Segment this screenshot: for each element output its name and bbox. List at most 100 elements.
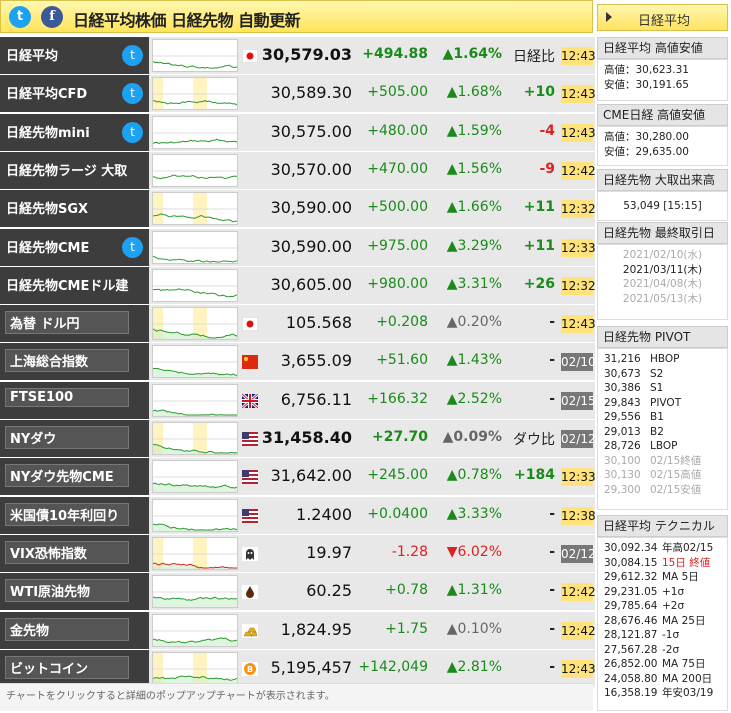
sparkline-chart[interactable] <box>152 230 238 264</box>
quote-name[interactable]: ビットコイン <box>5 655 129 679</box>
quote-diff: ダウ比 <box>513 432 555 448</box>
quote-name[interactable]: WTI原油先物 <box>5 579 129 603</box>
quote-row: 日経平均 t 30,579.03 +494.88 ▲1.64% 日経比 12:43 <box>0 37 596 75</box>
us-flag-icon <box>242 469 258 485</box>
quote-name[interactable]: NYダウ <box>5 426 129 449</box>
technical-line: 30,092.34 年高02/15 <box>604 541 721 556</box>
quote-name[interactable]: 金先物 <box>5 617 129 641</box>
nikkei-high: 高値：30,623.31 <box>604 64 689 76</box>
quote-name[interactable]: 日経先物mini <box>6 125 90 141</box>
quote-time: 12:43 <box>561 47 596 65</box>
sparkline-chart[interactable] <box>152 460 238 495</box>
quote-name-cell[interactable]: 日経先物CME t <box>0 228 149 266</box>
technical-key: MA 25日 <box>662 614 706 627</box>
quote-name[interactable]: 日経平均 <box>6 49 59 64</box>
technical-line: 27,567.28 -2σ <box>604 643 721 658</box>
twitter-icon[interactable]: t <box>122 236 143 258</box>
quote-name[interactable]: NYダウ先物CME <box>5 464 129 488</box>
quote-name[interactable]: 日経先物CMEドル建 <box>6 278 129 294</box>
quote-price: 19.97 <box>306 542 352 562</box>
sparkline-chart[interactable] <box>152 307 238 342</box>
sparkline-chart[interactable] <box>152 383 238 418</box>
sparkline-chart[interactable] <box>152 192 238 227</box>
quote-name-cell[interactable]: 日経先物CMEドル建 <box>0 266 149 304</box>
pivot-line: 28,726 LBOP <box>604 439 721 454</box>
pivot-key: PIVOT <box>650 396 682 409</box>
quote-name[interactable]: 日経先物CME <box>6 240 90 256</box>
quote-name[interactable]: 日経平均CFD <box>6 87 88 103</box>
quote-name[interactable]: 米国債10年利回り <box>5 502 129 526</box>
quote-name-cell[interactable]: ビットコイン <box>0 649 149 687</box>
volume-value: 53,049 [15:15] <box>623 200 702 212</box>
technical-line: 28,676.46 MA 25日 <box>604 614 721 629</box>
sparkline-chart[interactable] <box>152 536 238 571</box>
quote-name-cell[interactable]: FTSE100 <box>0 381 149 419</box>
pivot-value: 30,673 <box>604 367 641 380</box>
technical-key: +1σ <box>662 585 685 598</box>
sparkline-chart[interactable] <box>152 498 238 533</box>
quote-name-cell[interactable]: WTI原油先物 <box>0 573 149 611</box>
quote-row: 日経先物mini t 30,575.00 +480.00 ▲1.59% -4 12:43 <box>0 113 596 152</box>
quote-name-cell[interactable]: 日経平均CFD t <box>0 75 149 113</box>
quote-name-cell[interactable]: 日経先物ラージ 大取 <box>0 151 149 189</box>
technical-line: 29,785.64 +2σ <box>604 599 721 614</box>
quote-name[interactable]: 日経先物SGX <box>6 202 89 218</box>
quote-name-cell[interactable]: 日経先物SGX <box>0 190 149 228</box>
quote-name[interactable]: 日経先物ラージ 大取 <box>6 163 128 179</box>
quote-name-cell[interactable]: 上海総合指数 <box>0 343 149 381</box>
quote-name-cell[interactable]: 金先物 <box>0 611 149 649</box>
last-trade-date: 2021/04/08(木) <box>622 278 703 290</box>
quote-name-cell[interactable]: NYダウ先物CME <box>0 458 149 496</box>
sparkline-chart[interactable] <box>152 575 238 610</box>
sparkline-chart[interactable] <box>152 422 238 456</box>
quote-name-cell[interactable]: VIX恐怖指数 <box>0 534 149 572</box>
pivot-prev-line: 30,130 02/15高値 <box>604 468 721 483</box>
quote-change: +166.32 <box>367 390 428 407</box>
quote-diff: +10 <box>523 84 555 101</box>
quote-diff: - <box>549 505 555 522</box>
sparkline-chart[interactable] <box>152 268 238 302</box>
pivot-prev-key: 02/15安値 <box>650 483 702 496</box>
quote-name[interactable]: 上海総合指数 <box>5 349 129 373</box>
quote-name-cell[interactable]: 為替 ドル円 <box>0 305 149 343</box>
sparkline-chart[interactable] <box>152 345 238 380</box>
facebook-icon[interactable]: f <box>41 6 63 28</box>
sparkline-chart[interactable] <box>152 115 238 149</box>
sparkline-chart[interactable] <box>152 651 238 686</box>
quote-change: +0.78 <box>385 582 428 599</box>
pivot-line: 30,386 S1 <box>604 381 721 396</box>
technical-value: 28,676.46 <box>604 614 658 627</box>
sparkline-chart[interactable] <box>152 39 238 72</box>
quote-name[interactable]: VIX恐怖指数 <box>5 540 129 564</box>
quote-time: 12:43 <box>561 123 596 142</box>
twitter-icon[interactable]: t <box>122 45 143 66</box>
quote-percent: ▲0.20% <box>446 314 502 331</box>
quote-name[interactable]: FTSE100 <box>5 387 129 407</box>
quote-name[interactable]: 為替 ドル円 <box>5 311 129 335</box>
technical-key: 15日 終値 <box>662 556 711 569</box>
sparkline-chart[interactable] <box>152 153 238 187</box>
quote-name-cell[interactable]: 日経平均 t <box>0 37 149 74</box>
technical-line: 29,231.05 +1σ <box>604 585 721 600</box>
twitter-icon[interactable]: t <box>9 6 31 28</box>
technical-value: 29,612.32 <box>604 571 658 583</box>
twitter-icon[interactable]: t <box>122 83 143 105</box>
pivot-prev-value: 29,300 <box>604 483 641 496</box>
quote-price: 30,605.00 <box>270 274 352 294</box>
pivot-key: B1 <box>650 411 664 423</box>
nikkei-sidebar-button[interactable]: 日経平均 <box>597 4 728 31</box>
quote-name-cell[interactable]: NYダウ <box>0 420 149 457</box>
quote-name-cell[interactable]: 米国債10年利回り <box>0 496 149 534</box>
sparkline-chart[interactable] <box>152 77 238 112</box>
pivot-value: 31,216 <box>604 353 641 365</box>
ghost-flag-icon <box>242 546 258 561</box>
svg-text:B: B <box>247 665 253 674</box>
technical-value: 26,852.00 <box>604 658 658 670</box>
sparkline-chart[interactable] <box>152 613 238 648</box>
quote-name-cell[interactable]: 日経先物mini t <box>0 113 149 151</box>
pivot-value: 29,556 <box>604 411 641 423</box>
technical-value: 30,092.34 <box>604 542 658 554</box>
nikkei-hilo-title: 日経平均 高値安値 <box>597 37 728 59</box>
twitter-icon[interactable]: t <box>122 121 143 143</box>
quote-row: 日経先物SGX 30,590.00 +500.00 ▲1.66% +11 12:32 <box>0 190 596 229</box>
